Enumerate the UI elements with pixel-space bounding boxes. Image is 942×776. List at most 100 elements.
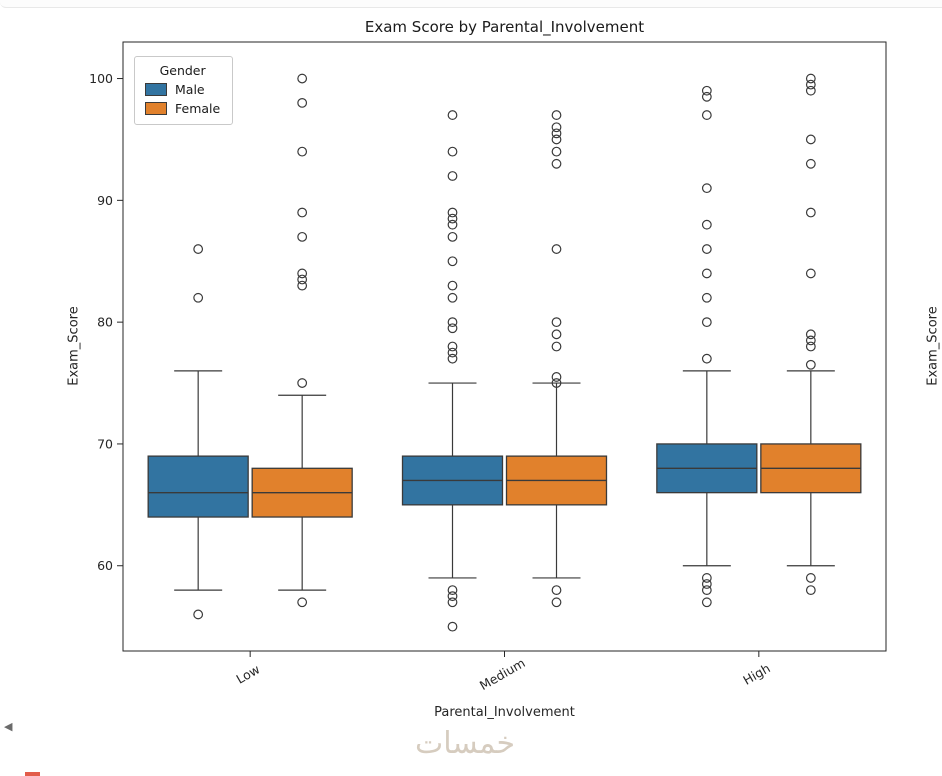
outlier-female-high <box>805 134 816 145</box>
legend-swatch-male <box>145 83 167 96</box>
y-tick-label-70: 70 <box>97 436 113 451</box>
outlier-male-low <box>193 609 204 620</box>
legend-item-male: Male <box>145 82 220 97</box>
legend-label-female: Female <box>175 101 221 116</box>
outlier-female-medium <box>551 128 562 139</box>
outlier-male-medium <box>447 347 458 358</box>
outlier-male-high <box>701 317 712 328</box>
outlier-male-medium <box>447 597 458 608</box>
outlier-female-medium <box>551 329 562 340</box>
y-tick-label-90: 90 <box>97 193 113 208</box>
watermark-text: خمسات <box>414 726 516 761</box>
outlier-female-low <box>297 274 308 285</box>
outlier-female-medium <box>551 317 562 328</box>
outlier-male-high <box>701 579 712 589</box>
outlier-female-medium <box>551 110 562 120</box>
outlier-male-medium <box>447 323 458 334</box>
x-axis-label: Parental_Involvement <box>434 705 575 720</box>
outlier-male-low <box>193 244 204 254</box>
outlier-female-low <box>297 97 308 108</box>
adjacent-chart-y-axis-label: Exam_Score <box>925 306 941 386</box>
outlier-female-low <box>297 597 308 608</box>
outlier-female-low <box>297 378 308 388</box>
legend-swatch-female <box>145 102 167 115</box>
outlier-female-high <box>805 359 816 370</box>
outlier-male-high <box>701 353 712 364</box>
outlier-female-low <box>297 207 308 218</box>
outlier-female-medium <box>551 585 562 595</box>
outlier-male-high <box>701 597 712 608</box>
outlier-male-medium <box>447 213 458 224</box>
legend-title: Gender <box>159 63 206 78</box>
outlier-male-high <box>701 183 712 194</box>
outlier-male-high <box>701 268 712 279</box>
outlier-female-low <box>297 280 308 291</box>
outlier-male-high <box>701 244 712 254</box>
x-tick-label-low: Low <box>234 661 263 686</box>
outlier-male-medium <box>447 231 458 242</box>
outlier-male-medium <box>447 219 458 230</box>
outlier-female-high <box>805 585 816 595</box>
bottom-edge-accent <box>25 772 40 776</box>
outlier-female-high <box>805 73 816 84</box>
outlier-female-low <box>297 268 308 279</box>
outlier-male-medium <box>447 585 458 595</box>
outlier-female-medium <box>551 372 562 382</box>
outlier-female-high <box>805 85 816 96</box>
outlier-male-high <box>701 292 712 303</box>
outlier-male-low <box>193 292 204 303</box>
y-tick-label-60: 60 <box>97 558 113 573</box>
outlier-male-high <box>701 219 712 230</box>
outlier-female-medium <box>551 378 562 388</box>
y-tick-label-100: 100 <box>89 71 113 86</box>
outlier-male-high <box>701 110 712 120</box>
outlier-female-high <box>805 268 816 279</box>
outlier-female-medium <box>551 146 562 157</box>
outlier-male-medium <box>447 317 458 328</box>
outlier-female-medium <box>551 134 562 145</box>
outlier-male-medium <box>447 621 458 632</box>
plot-area <box>123 42 886 651</box>
y-axis-label: Exam_Score <box>66 306 82 386</box>
outlier-male-medium <box>447 292 458 303</box>
back-arrow[interactable]: ◀ <box>4 720 13 733</box>
outlier-female-high <box>805 329 816 340</box>
outlier-male-high <box>701 585 712 595</box>
legend-label-male: Male <box>175 82 205 97</box>
outlier-female-medium <box>551 597 562 608</box>
outlier-male-medium <box>447 110 458 120</box>
legend: Gender Male Female <box>134 56 234 125</box>
outlier-female-high <box>805 207 816 218</box>
outlier-female-high <box>805 335 816 346</box>
outlier-male-medium <box>447 353 458 364</box>
outlier-male-medium <box>447 341 458 352</box>
outlier-female-medium <box>551 244 562 254</box>
outlier-female-high <box>805 341 816 352</box>
outlier-male-high <box>701 85 712 96</box>
outlier-female-medium <box>551 158 562 169</box>
outlier-female-high <box>805 573 816 583</box>
x-tick-label-medium: Medium <box>477 655 528 693</box>
outlier-male-medium <box>447 256 458 267</box>
outlier-male-medium <box>447 146 458 157</box>
outlier-female-high <box>805 158 816 169</box>
chart-title: Exam Score by Parental_Involvement <box>364 18 645 36</box>
box-male-low <box>147 455 249 518</box>
x-tick-label-high: High <box>740 660 772 687</box>
outlier-male-high <box>701 91 712 102</box>
legend-item-female: Female <box>145 101 220 116</box>
outlier-male-high <box>701 573 712 583</box>
outlier-female-low <box>297 146 308 157</box>
top-edge-strip <box>0 0 942 8</box>
outlier-male-medium <box>447 171 458 181</box>
outlier-female-medium <box>551 122 562 133</box>
outlier-female-high <box>805 79 816 90</box>
outlier-male-medium <box>447 207 458 218</box>
outlier-male-medium <box>447 591 458 602</box>
outlier-male-medium <box>447 280 458 291</box>
y-tick-label-80: 80 <box>97 315 113 330</box>
outlier-female-low <box>297 231 308 242</box>
outlier-female-medium <box>551 341 562 352</box>
outlier-female-low <box>297 73 308 84</box>
